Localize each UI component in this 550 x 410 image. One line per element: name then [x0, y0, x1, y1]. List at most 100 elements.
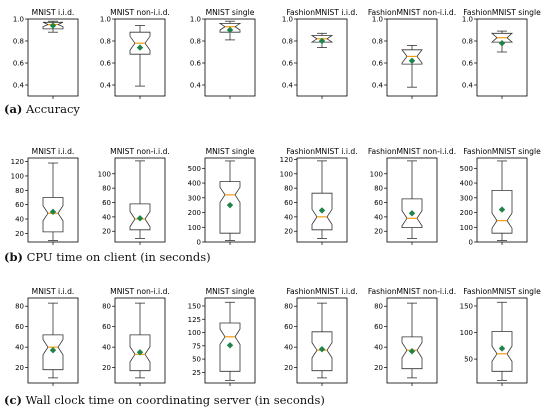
subplot-title: FashionMNIST single — [463, 147, 541, 156]
y-tick-label: 60 — [15, 323, 24, 331]
y-tick-label: 80 — [102, 185, 111, 193]
subplot-title: MNIST i.i.d. — [32, 8, 75, 17]
y-tick-label: 0.6 — [372, 60, 384, 68]
mean-marker — [136, 215, 144, 222]
mean-marker — [318, 346, 326, 353]
subplot-title: MNIST non-i.i.d. — [110, 147, 170, 156]
subplot-title: FashionMNIST non-i.i.d. — [368, 287, 456, 296]
y-tick-label: 100 — [460, 224, 473, 232]
subplot-title: FashionMNIST i.i.d. — [286, 287, 357, 296]
subplot-title: FashionMNIST single — [463, 287, 541, 296]
y-tick-label: 0.4 — [190, 82, 202, 90]
y-tick-label: 0.8 — [190, 38, 201, 46]
y-tick-label: 0.4 — [282, 82, 294, 90]
subplot-title: FashionMNIST non-i.i.d. — [368, 147, 456, 156]
y-tick-label: 0.6 — [462, 60, 474, 68]
mean-marker — [136, 44, 144, 51]
y-tick-label: 0.6 — [282, 60, 294, 68]
subplot-title: MNIST i.i.d. — [32, 287, 75, 296]
y-tick-label: 125 — [188, 316, 201, 324]
y-tick-label: 100 — [188, 329, 201, 337]
y-tick-label: 0.4 — [372, 82, 384, 90]
y-tick-label: 200 — [188, 209, 201, 217]
y-tick-label: 20 — [374, 364, 383, 372]
y-tick-label: 25 — [192, 369, 201, 377]
y-tick-label: 1.0 — [282, 16, 293, 24]
y-tick-label: 80 — [374, 303, 383, 311]
mean-marker — [498, 40, 506, 47]
y-tick-label: 60 — [374, 199, 383, 207]
y-tick-label: 120 — [280, 156, 293, 164]
box — [219, 181, 241, 234]
mean-marker — [318, 207, 326, 214]
y-tick-label: 0.6 — [190, 60, 202, 68]
y-tick-label: 80 — [284, 185, 293, 193]
subplot-title: MNIST non-i.i.d. — [110, 8, 170, 17]
y-tick-label: 20 — [15, 364, 24, 372]
box — [401, 336, 423, 370]
y-tick-label: 60 — [374, 323, 383, 331]
caption-c: (c) Wall clock time on coordinating serv… — [4, 393, 325, 407]
y-tick-label: 50 — [192, 356, 201, 364]
y-tick-label: 40 — [15, 216, 24, 224]
y-tick-label: 0.8 — [282, 38, 293, 46]
y-tick-label: 0.8 — [100, 38, 111, 46]
subplot-title: MNIST single — [206, 147, 255, 156]
mean-marker — [49, 347, 57, 354]
y-tick-label: 100 — [98, 170, 111, 178]
y-tick-label: 20 — [374, 228, 383, 236]
subplot-title: FashionMNIST non-i.i.d. — [368, 8, 456, 17]
y-tick-label: 20 — [284, 228, 293, 236]
y-tick-label: 0.8 — [13, 38, 24, 46]
box — [401, 198, 423, 229]
box — [129, 31, 151, 55]
y-tick-label: 1.0 — [100, 16, 111, 24]
box — [129, 203, 151, 231]
y-tick-label: 80 — [284, 303, 293, 311]
y-tick-label: 0 — [469, 239, 473, 247]
y-tick-label: 100 — [280, 170, 293, 178]
subplot-title: FashionMNIST single — [463, 8, 541, 17]
y-tick-label: 0.6 — [13, 60, 25, 68]
y-tick-label: 1.0 — [462, 16, 473, 24]
y-tick-label: 400 — [188, 180, 201, 188]
y-tick-label: 80 — [374, 185, 383, 193]
caption-b: (b) CPU time on client (in seconds) — [4, 250, 211, 264]
mean-marker — [318, 37, 326, 45]
y-tick-label: 1.0 — [190, 16, 201, 24]
mean-marker — [226, 26, 234, 34]
box — [42, 21, 64, 30]
y-tick-label: 40 — [374, 213, 383, 221]
y-tick-label: 120 — [11, 158, 24, 166]
mean-marker — [498, 345, 506, 352]
y-tick-label: 20 — [284, 364, 293, 372]
box — [311, 192, 333, 231]
y-tick-label: 75 — [192, 342, 201, 350]
mean-marker — [408, 348, 416, 355]
y-tick-label: 0 — [197, 239, 201, 247]
axes-frame — [296, 18, 348, 97]
box — [311, 331, 333, 372]
y-tick-label: 500 — [188, 165, 201, 173]
mean-marker — [226, 201, 234, 209]
y-tick-label: 400 — [460, 180, 473, 188]
y-tick-label: 40 — [102, 344, 111, 352]
y-tick-label: 100 — [460, 329, 473, 337]
subplot-title: FashionMNIST i.i.d. — [286, 147, 357, 156]
box — [218, 22, 242, 33]
y-tick-label: 60 — [15, 201, 24, 209]
y-tick-label: 40 — [15, 344, 24, 352]
y-tick-label: 0.4 — [100, 82, 112, 90]
y-tick-label: 80 — [102, 303, 111, 311]
y-tick-label: 100 — [188, 224, 201, 232]
y-tick-label: 500 — [460, 165, 473, 173]
y-tick-label: 50 — [464, 356, 473, 364]
y-tick-label: 20 — [15, 230, 24, 238]
y-tick-label: 40 — [374, 344, 383, 352]
y-tick-label: 60 — [102, 323, 111, 331]
y-tick-label: 40 — [284, 344, 293, 352]
y-tick-label: 20 — [102, 364, 111, 372]
mean-marker — [408, 210, 416, 217]
y-tick-label: 200 — [460, 209, 473, 217]
